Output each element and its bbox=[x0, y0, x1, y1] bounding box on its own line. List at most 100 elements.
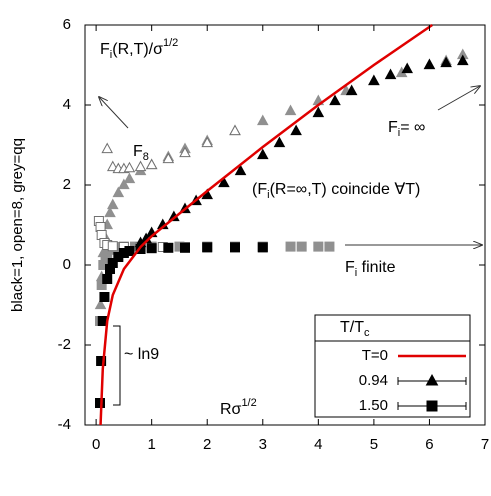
text-part: Rσ bbox=[220, 401, 242, 418]
data-point bbox=[401, 62, 414, 74]
data-point bbox=[368, 74, 380, 86]
text-part: F bbox=[133, 143, 143, 160]
data-point bbox=[118, 178, 130, 190]
data-point bbox=[201, 136, 214, 148]
text-part: finite bbox=[357, 259, 395, 276]
data-point bbox=[163, 242, 174, 253]
y-tick-label: 6 bbox=[63, 16, 71, 33]
text-part: i bbox=[355, 267, 357, 279]
bracket bbox=[113, 325, 121, 406]
data-point bbox=[256, 114, 269, 126]
legend-label: 1.50 bbox=[359, 397, 388, 414]
data-point bbox=[423, 58, 436, 70]
data-point bbox=[124, 246, 135, 256]
data-point bbox=[234, 164, 247, 176]
legend-label: 0.94 bbox=[359, 372, 388, 389]
data-point bbox=[329, 94, 341, 106]
annotation: Fi= ∞ bbox=[388, 119, 425, 139]
data-point bbox=[145, 158, 158, 170]
text-part: F bbox=[388, 119, 398, 136]
y-tick-label: 4 bbox=[63, 96, 71, 113]
text-part: T/T bbox=[340, 319, 364, 336]
data-point bbox=[107, 258, 118, 268]
data-point bbox=[313, 241, 324, 252]
data-point bbox=[180, 242, 190, 253]
arrow bbox=[437, 86, 480, 111]
data-point bbox=[345, 84, 358, 96]
data-point bbox=[95, 398, 105, 408]
legend-box bbox=[314, 314, 471, 418]
data-point bbox=[257, 242, 268, 253]
text-part: ~ ln9 bbox=[124, 346, 159, 363]
y-tick-label: 2 bbox=[63, 176, 71, 193]
plot-area bbox=[93, 23, 469, 426]
x-tick-label: 0 bbox=[92, 436, 100, 453]
x-tick-label: 3 bbox=[259, 436, 267, 453]
annotation: ~ ln9 bbox=[124, 346, 159, 363]
text-part: 1/2 bbox=[163, 37, 178, 49]
data-point bbox=[284, 104, 297, 116]
annotation: Fi(R,T)/σ1/2 bbox=[100, 37, 178, 61]
legend-title: T/Tc bbox=[340, 319, 370, 339]
data-point bbox=[101, 142, 114, 154]
data-point bbox=[123, 172, 136, 184]
data-point bbox=[104, 206, 116, 218]
x-tick-label: 5 bbox=[370, 436, 378, 453]
data-point bbox=[229, 124, 241, 136]
x-tick-label: 4 bbox=[314, 436, 322, 453]
data-point bbox=[273, 136, 286, 148]
text-part: i bbox=[267, 189, 269, 201]
annotation: F8 bbox=[133, 143, 149, 163]
text-part: i bbox=[398, 127, 400, 139]
text-part: 1/2 bbox=[241, 397, 256, 409]
data-point bbox=[123, 161, 136, 173]
legend-marker bbox=[426, 400, 438, 412]
text-part: (R,T)/σ bbox=[112, 41, 163, 58]
x-tick-label: 1 bbox=[147, 436, 155, 453]
data-point bbox=[112, 186, 125, 198]
data-point bbox=[324, 241, 335, 252]
text-part: i bbox=[110, 49, 112, 61]
text-part: = ∞ bbox=[400, 119, 425, 136]
data-point bbox=[146, 243, 157, 254]
data-point bbox=[96, 280, 107, 290]
data-point bbox=[230, 242, 240, 253]
text-part: 8 bbox=[143, 151, 149, 163]
data-point bbox=[107, 241, 118, 252]
data-point bbox=[296, 241, 307, 252]
text-part: (R=∞,T) coincide ∀T) bbox=[270, 181, 421, 198]
data-point bbox=[106, 198, 119, 210]
data-point bbox=[94, 298, 107, 310]
annotation: Fi finite bbox=[345, 259, 396, 279]
text-part: F bbox=[100, 41, 110, 58]
data-point bbox=[218, 176, 230, 188]
data-point bbox=[456, 54, 469, 66]
arrow bbox=[99, 97, 129, 129]
x-tick-label: 6 bbox=[425, 436, 433, 453]
x-tick-label: 7 bbox=[481, 436, 489, 453]
text-part: F bbox=[345, 259, 355, 276]
data-point bbox=[99, 292, 110, 302]
y-tick-label: -4 bbox=[58, 416, 71, 433]
plot-frame bbox=[84, 24, 486, 426]
data-point bbox=[102, 274, 113, 284]
legend-label: T=0 bbox=[362, 347, 388, 364]
data-point bbox=[384, 68, 397, 80]
data-point bbox=[202, 242, 213, 253]
text-part: c bbox=[364, 327, 370, 339]
annotation: (Fi(R=∞,T) coincide ∀T) bbox=[252, 181, 420, 201]
y-axis-label: black=1, open=8, grey=qq bbox=[9, 138, 26, 312]
data-point bbox=[256, 148, 269, 160]
legend-marker bbox=[425, 373, 439, 386]
data-point bbox=[134, 160, 147, 172]
y-tick-label: -2 bbox=[58, 336, 71, 353]
y-tick-label: 0 bbox=[63, 256, 71, 273]
data-point bbox=[179, 146, 191, 158]
data-line bbox=[99, 23, 433, 426]
data-point bbox=[290, 124, 302, 136]
x-tick-label: 2 bbox=[203, 436, 211, 453]
annotation: Rσ1/2 bbox=[220, 397, 257, 418]
data-point bbox=[96, 356, 107, 366]
data-point bbox=[162, 152, 175, 164]
